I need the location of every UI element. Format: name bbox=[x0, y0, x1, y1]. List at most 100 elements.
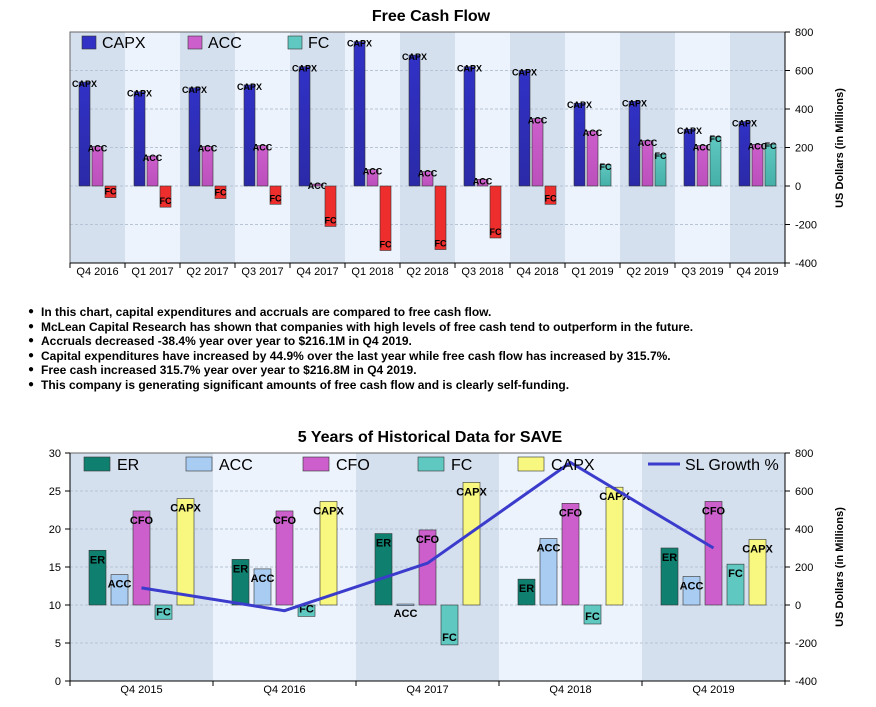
chart1-bar-acc bbox=[421, 171, 434, 187]
chart1-y-axis-label: US Dollars (in Millions) bbox=[834, 88, 846, 208]
chart2-legend-swatch bbox=[302, 456, 330, 472]
chart2-bar-label: ER bbox=[519, 583, 534, 595]
chart1-bar-label: ACC bbox=[583, 128, 603, 138]
chart2-left-tick-label: 5 bbox=[55, 638, 61, 650]
chart2-bar-fc bbox=[726, 563, 745, 606]
chart2-bar-label: CFO bbox=[702, 505, 726, 517]
chart1-bar-fc bbox=[379, 185, 392, 251]
chart1-bar-capx bbox=[298, 66, 311, 187]
chart2-legend-label: FC bbox=[451, 457, 472, 474]
note-item: McLean Capital Research has shown that c… bbox=[28, 320, 693, 335]
chart2-bar-label: FC bbox=[585, 611, 600, 623]
chart1-bar-capx bbox=[683, 128, 696, 187]
chart1-bar-label: ACC bbox=[363, 167, 383, 177]
chart1-bar-capx bbox=[78, 81, 91, 187]
chart1-bar-capx bbox=[628, 101, 641, 187]
chart1-x-tick-label: Q4 2019 bbox=[736, 266, 778, 278]
chart2-bar-er bbox=[660, 547, 679, 606]
chart1-x-tick-label: Q2 2018 bbox=[406, 266, 448, 278]
chart1-bar-fc bbox=[324, 185, 337, 227]
chart1-bar-fc bbox=[764, 143, 777, 187]
chart1-bar-label: CAPX bbox=[732, 119, 757, 129]
chart1-bar-label: ACC bbox=[253, 143, 273, 153]
chart2-legend-label: ER bbox=[117, 457, 139, 474]
chart1-x-tick-label: Q4 2016 bbox=[76, 266, 118, 278]
chart1-bar-acc bbox=[641, 140, 654, 187]
chart1-legend-swatch bbox=[187, 35, 203, 50]
chart1-bar-capx bbox=[738, 121, 751, 187]
chart2-left-tick-label: 25 bbox=[49, 486, 61, 498]
chart1-x-tick-label: Q3 2018 bbox=[461, 266, 503, 278]
chart1-title: Free Cash Flow bbox=[372, 8, 491, 25]
chart1-bar-acc bbox=[366, 169, 379, 187]
chart2-bar-capx bbox=[605, 486, 624, 606]
chart1-bar-fc bbox=[544, 185, 557, 205]
chart1-bar-label: CAPX bbox=[127, 89, 152, 99]
chart2-bar-label: ER bbox=[376, 538, 391, 550]
chart2-bar-label: CAPX bbox=[170, 503, 201, 515]
chart2-bar-er bbox=[517, 578, 536, 606]
chart1-bar-capx bbox=[188, 87, 201, 187]
chart1-bar-label: CAPX bbox=[72, 79, 97, 89]
chart2-bar-label: CFO bbox=[273, 515, 297, 527]
chart1-bar-label: CAPX bbox=[237, 82, 262, 92]
chart2-bar-label: CAPX bbox=[456, 486, 487, 498]
chart1-bar-label: ACC bbox=[638, 138, 658, 148]
chart2-bar-fc bbox=[440, 604, 459, 646]
chart1-bar-acc bbox=[91, 146, 104, 187]
chart1-legend: CAPX ACC FC bbox=[81, 35, 329, 52]
chart1-x-tick-label: Q1 2018 bbox=[351, 266, 393, 278]
chart1-bar-fc bbox=[104, 185, 117, 198]
chart2-bar-label: FC bbox=[728, 568, 743, 580]
chart2-line-sl-growth bbox=[141, 460, 715, 613]
chart1-bar-acc bbox=[586, 130, 599, 187]
chart1-legend-swatch bbox=[81, 35, 97, 50]
chart1-bar-acc bbox=[311, 183, 324, 187]
chart2-bar-label: FC bbox=[299, 603, 314, 615]
chart1-bar-label: ACC bbox=[308, 181, 328, 191]
chart1-y-tick-label: 200 bbox=[795, 143, 813, 155]
chart2-title: 5 Years of Historical Data for SAVE bbox=[298, 429, 563, 446]
chart2-bar-label: CFO bbox=[559, 507, 583, 519]
chart2-right-tick-label: 800 bbox=[795, 448, 813, 460]
chart2-left-tick-label: 0 bbox=[55, 676, 61, 688]
chart2-bar-label: ACC bbox=[251, 573, 275, 585]
chart1-bar-label: ACC bbox=[198, 144, 218, 154]
chart1-legend-label: FC bbox=[308, 35, 329, 52]
chart1-legend-label: CAPX bbox=[102, 35, 146, 52]
chart2-legend-label: SL Growth % bbox=[685, 457, 779, 474]
chart2-bar-label: ACC bbox=[108, 579, 132, 591]
chart1-bar-label: ACC bbox=[528, 116, 548, 126]
chart2-bar-capx bbox=[319, 501, 338, 606]
chart1-bar-label: ACC bbox=[143, 153, 163, 163]
note-item: Capital expenditures have increased by 4… bbox=[28, 349, 693, 364]
chart1-bar-fc bbox=[269, 185, 282, 205]
chart2-bar-cfo bbox=[275, 510, 294, 606]
chart2-left-tick-label: 20 bbox=[49, 524, 61, 536]
chart2-bar-label: ER bbox=[90, 554, 105, 566]
chart1-bar-label: FC bbox=[765, 141, 777, 151]
chart2-bar-fc bbox=[583, 604, 602, 625]
chart1-bar-label: ACC bbox=[693, 143, 713, 153]
chart1-bar-label: FC bbox=[600, 162, 612, 172]
chart2-legend-label: CAPX bbox=[551, 457, 595, 474]
chart1-bar-capx bbox=[408, 54, 421, 187]
chart2-right-tick-label: -400 bbox=[795, 676, 817, 688]
chart2-bar-fc bbox=[154, 604, 173, 620]
chart2-bar-er bbox=[374, 533, 393, 606]
chart1-bar-label: ACC bbox=[473, 176, 493, 186]
chart2-bar-label: ER bbox=[233, 563, 248, 575]
chart2-legend-label: ACC bbox=[219, 457, 253, 474]
chart1-x-tick-label: Q4 2018 bbox=[516, 266, 558, 278]
chart2-x-tick-label: Q4 2019 bbox=[692, 684, 734, 696]
chart1-bar-capx bbox=[353, 41, 366, 187]
chart2-y-axis-label: US Dollars (in Millions) bbox=[834, 507, 846, 627]
chart2-legend-swatch bbox=[517, 456, 545, 472]
note-item: Free cash increased 315.7% year over yea… bbox=[28, 363, 693, 378]
chart1-bar-label: ACC bbox=[88, 144, 108, 154]
chart2-bar-label: FC bbox=[442, 632, 457, 644]
analysis-notes: In this chart, capital expenditures and … bbox=[28, 305, 693, 393]
chart1-y-tick-label: 600 bbox=[795, 66, 813, 78]
chart1-bar-label: CAPX bbox=[512, 68, 537, 78]
chart2-bar-label: CAPX bbox=[742, 543, 773, 555]
